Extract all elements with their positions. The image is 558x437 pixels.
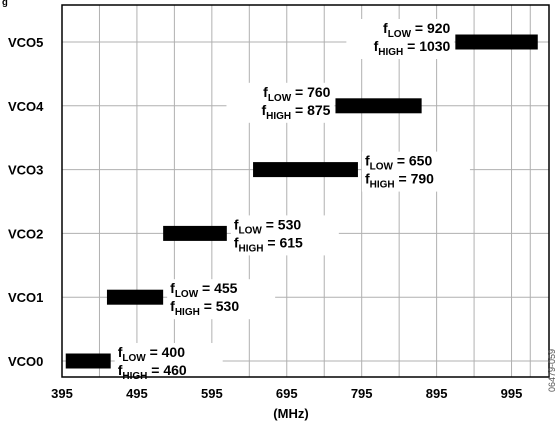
range-label-backdrop-vco3 xyxy=(361,151,470,192)
f-low-label-vco2: fLOW = 530 xyxy=(234,216,302,236)
x-axis-labels: 395 495 595 695 795 895 995 xyxy=(51,386,522,401)
f-low-label-vco4: fLOW = 760 xyxy=(263,84,331,104)
f-low-label-vco3: fLOW = 650 xyxy=(365,153,433,173)
range-label-backdrop-vco5 xyxy=(346,19,455,59)
f-low-label-vco1: fLOW = 455 xyxy=(170,280,238,300)
range-bar-vco5 xyxy=(455,34,538,50)
f-low-label-vco5: fLOW = 920 xyxy=(383,20,451,40)
range-bar-vco0 xyxy=(65,353,111,369)
range-bar-vco4 xyxy=(335,98,422,114)
x-tick-label-0: 395 xyxy=(51,386,73,401)
y-axis-labels: VCO0 VCO1 VCO2 VCO3 VCO4 VCO5 xyxy=(8,35,44,369)
range-bar-vco3 xyxy=(253,162,358,178)
f-high-label-vco3: fHIGH = 790 xyxy=(365,171,434,191)
x-tick-label-6: 995 xyxy=(501,386,523,401)
f-low-label-vco0: fLOW = 400 xyxy=(118,344,186,364)
y-tick-label-vco2: VCO2 xyxy=(8,226,43,241)
range-label-backdrop-vco1 xyxy=(167,279,276,320)
caption-fragment: g xyxy=(2,0,8,8)
x-axis-title: (MHz) xyxy=(273,406,308,421)
f-high-label-vco5: fHIGH = 1030 xyxy=(374,38,451,58)
x-tick-label-5: 895 xyxy=(426,386,448,401)
y-tick-label-vco5: VCO5 xyxy=(8,35,43,50)
y-tick-label-vco0: VCO0 xyxy=(8,354,43,369)
f-high-label-vco2: fHIGH = 615 xyxy=(234,234,303,254)
grid-lines xyxy=(62,5,549,377)
y-tick-label-vco1: VCO1 xyxy=(8,290,43,305)
plot-frame xyxy=(61,4,550,378)
range-label-backdrop-vco4 xyxy=(226,82,335,123)
range-bar-vco1 xyxy=(106,289,164,305)
y-tick-label-vco3: VCO3 xyxy=(8,163,43,178)
x-tick-label-1: 495 xyxy=(126,386,148,401)
x-tick-label-4: 795 xyxy=(351,386,373,401)
figure-id: 06479-059 xyxy=(547,349,557,392)
x-tick-label-3: 695 xyxy=(276,386,298,401)
range-bars xyxy=(65,34,538,369)
y-tick-label-vco4: VCO4 xyxy=(8,99,44,114)
range-label-backdrop-vco2 xyxy=(230,215,339,256)
x-tick-label-2: 595 xyxy=(201,386,223,401)
range-bar-vco2 xyxy=(163,225,227,241)
f-high-label-vco1: fHIGH = 530 xyxy=(170,298,239,318)
f-high-label-vco4: fHIGH = 875 xyxy=(261,102,330,122)
